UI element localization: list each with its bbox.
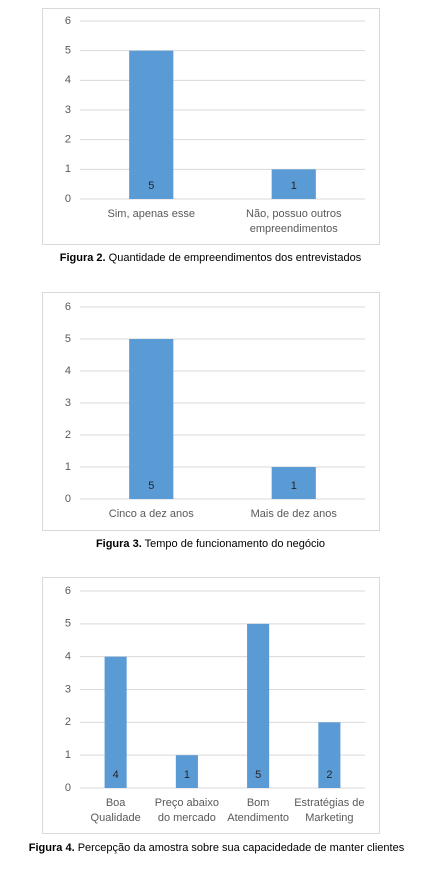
x-tick-label: Não, possuo outros empreendimentos [246,208,342,235]
y-tick-label: 3 [65,104,71,116]
y-tick-label: 0 [65,782,71,794]
value-label: 5 [148,480,154,492]
y-tick-label: 5 [65,45,71,57]
y-tick-label: 2 [65,429,71,441]
x-tick-label: Cinco a dez anos [108,508,194,520]
caption: Figura 3. Tempo de funcionamento do negó… [0,538,421,550]
x-tick-label: Mais de dez anos [250,508,337,520]
chart-frame [42,292,380,531]
value-label: 1 [291,480,297,492]
y-tick-label: 3 [65,683,71,695]
y-tick-label: 6 [65,585,71,597]
x-tick-label: Boa Qualidade [90,797,141,824]
y-tick-label: 5 [65,333,71,345]
value-label: 2 [326,769,332,781]
y-tick-label: 6 [65,301,71,313]
caption: Figura 4. Percepção da amostra sobre sua… [6,842,421,854]
x-tick-label: Estratégias de Marketing [294,797,365,824]
x-tick-label: Bom Atendimento [227,797,289,824]
caption: Figura 2. Quantidade de empreendimentos … [0,252,421,264]
bar [271,467,316,499]
bar [318,722,341,788]
chart-frame [42,8,380,245]
y-tick-label: 1 [65,163,71,175]
y-tick-label: 0 [65,493,71,505]
value-label: 4 [113,769,119,781]
y-tick-label: 5 [65,618,71,630]
caption-label: Figura 3. [95,538,142,550]
bar [104,656,127,788]
value-label: 5 [255,769,261,781]
chart-frame [42,577,380,834]
y-tick-label: 1 [65,749,71,761]
y-tick-label: 4 [65,651,71,663]
y-tick-label: 6 [65,15,71,27]
value-label: 5 [148,180,154,192]
y-tick-label: 4 [65,74,71,86]
caption-text: Tempo de funcionamento do negócio [144,538,326,550]
bar [247,623,270,788]
y-tick-label: 2 [65,716,71,728]
x-tick-label: Sim, apenas esse [107,208,195,220]
caption-text: Quantidade de empreendimentos dos entrev… [108,252,362,264]
caption-label: Figura 2. [59,252,106,264]
y-tick-label: 2 [65,134,71,146]
value-label: 1 [291,180,297,192]
y-tick-label: 0 [65,193,71,205]
y-tick-label: 3 [65,397,71,409]
bar [175,755,198,788]
bar [271,169,316,199]
x-tick-label: Preço abaixo do mercado [154,797,219,824]
bar [129,339,174,499]
bar [129,50,174,199]
y-tick-label: 1 [65,461,71,473]
caption-label: Figura 4. [28,842,75,854]
caption-text: Percepção da amostra sobre sua capacided… [77,842,405,854]
value-label: 1 [184,769,190,781]
y-tick-label: 4 [65,365,71,377]
